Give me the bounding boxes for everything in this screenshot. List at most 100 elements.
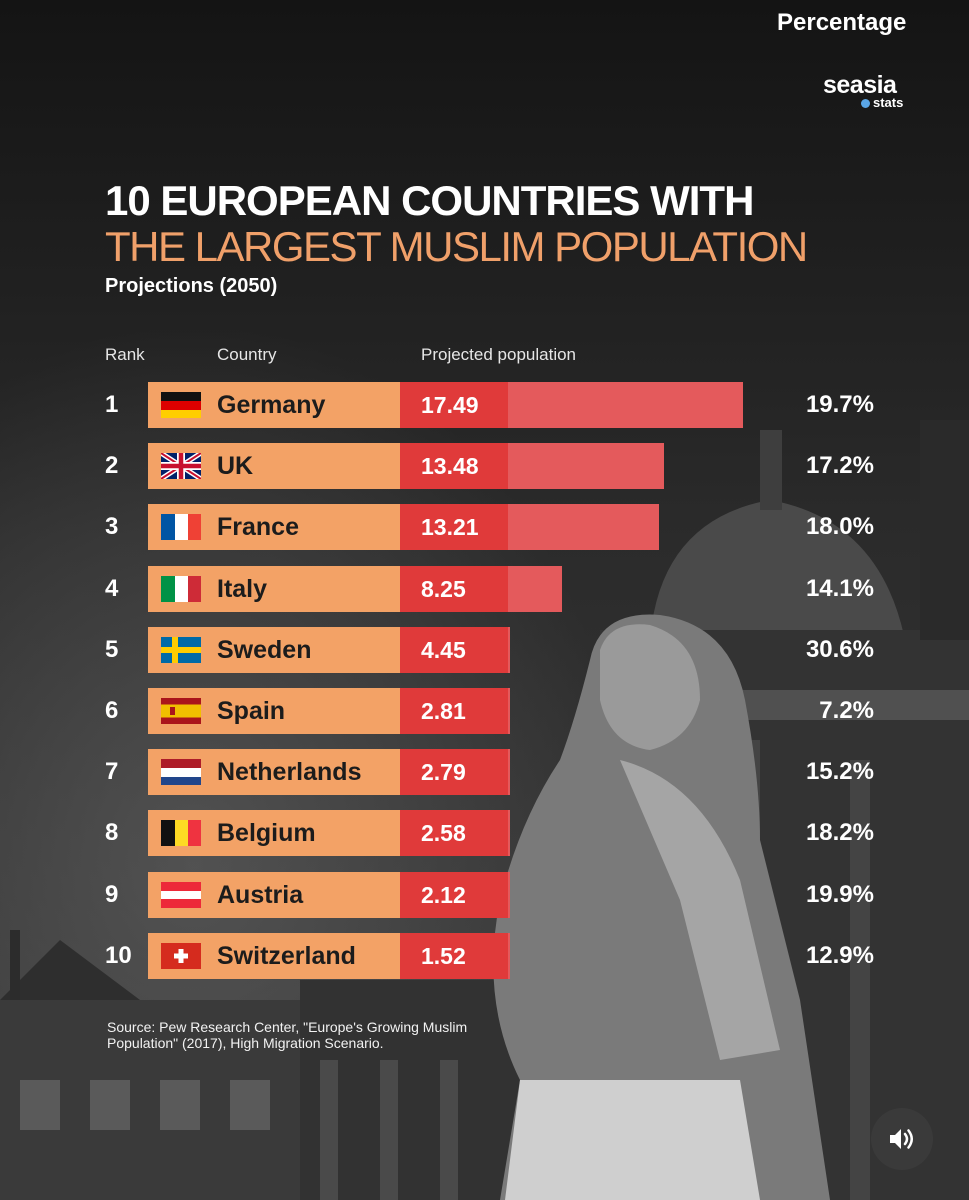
population-value: 1.52 — [421, 942, 466, 969]
chart-row: 7 Netherlands 2.79 15.2% — [0, 749, 969, 796]
country-cell: Belgium — [148, 810, 400, 857]
rank-label: 5 — [105, 635, 119, 663]
chart-row: 10 Switzerland 1.52 12.9% — [0, 932, 969, 979]
chart-row: 6 Spain 2.81 7.2% — [0, 688, 969, 734]
header-rank: Rank — [105, 345, 145, 364]
netherlands-flag-icon — [161, 759, 201, 786]
country-label: Germany — [217, 391, 326, 419]
population-bar: 13.48 — [400, 443, 665, 490]
header-percentage: Percentage — [777, 9, 907, 36]
population-bar: 2.12 — [400, 871, 510, 918]
bar-value-segment — [400, 749, 508, 796]
rank-label: 9 — [105, 880, 119, 908]
brand-name: seasia — [823, 71, 897, 99]
bar-value-segment — [400, 382, 508, 428]
sweden-flag-icon — [161, 636, 201, 663]
rank-label: 1 — [105, 391, 119, 418]
country-cell: Switzerland — [148, 932, 400, 979]
population-bar: 2.58 — [400, 810, 510, 857]
country-label: Belgium — [217, 819, 316, 848]
chart-row: 2 UK 13.48 17.2% — [0, 443, 969, 490]
globe-icon — [861, 99, 870, 108]
belgium-flag-icon — [161, 820, 201, 847]
rank-label: 7 — [105, 758, 119, 786]
percentage-value: 7.2% — [819, 697, 874, 724]
bar-value-segment — [400, 871, 508, 918]
rank-label: 2 — [105, 452, 119, 480]
brand-sub-text: stats — [873, 95, 904, 110]
bar-value-segment — [400, 688, 508, 734]
percentage-value: 30.6% — [805, 635, 874, 663]
country-label: Switzerland — [217, 941, 356, 970]
percentage-value: 19.9% — [805, 880, 874, 908]
percentage-value: 12.9% — [805, 941, 874, 969]
subtitle: Projections (2050) — [105, 275, 278, 297]
rank-label: 3 — [105, 513, 119, 541]
rank-label: 4 — [105, 574, 119, 602]
header-country: Country — [217, 345, 277, 364]
chart-row: 1 Germany 17.49 19.7% — [0, 382, 969, 428]
percentage-value: 18.2% — [805, 819, 874, 847]
population-bar: 2.79 — [400, 749, 510, 796]
percentage-value: 18.0% — [805, 513, 874, 541]
bar-value-segment — [400, 565, 508, 612]
rank-label: 8 — [105, 819, 119, 847]
audio-button[interactable] — [871, 1108, 933, 1170]
population-value: 2.58 — [421, 820, 466, 847]
bar-value-segment — [400, 504, 508, 551]
population-value: 2.12 — [421, 881, 466, 908]
country-label: Austria — [217, 880, 304, 909]
chart-row: 3 France 13.21 18.0% — [0, 504, 969, 551]
chart-row: 4 Italy 8.25 14.1% — [0, 565, 969, 612]
title-line-1: 10 EUROPEAN COUNTRIES WITH — [105, 177, 754, 224]
uk-flag-icon — [161, 453, 201, 480]
france-flag-icon — [161, 514, 201, 541]
austria-flag-icon — [161, 881, 201, 908]
population-value: 4.45 — [421, 636, 466, 663]
rank-label: 10 — [105, 941, 132, 969]
population-bar: 4.45 — [400, 626, 510, 673]
country-cell: Austria — [148, 871, 400, 918]
spain-flag-icon — [161, 698, 201, 724]
chart-row: 9 Austria 2.12 19.9% — [0, 871, 969, 918]
country-cell: Italy — [148, 565, 400, 612]
population-value: 2.79 — [421, 759, 466, 786]
bar-value-segment — [400, 932, 508, 979]
percentage-value: 19.7% — [805, 391, 874, 418]
country-label: Netherlands — [217, 758, 362, 787]
population-value: 17.49 — [421, 392, 479, 418]
percentage-value: 14.1% — [805, 574, 874, 602]
population-value: 2.81 — [421, 698, 466, 724]
population-bar: 17.49 — [400, 382, 743, 428]
italy-flag-icon — [161, 575, 201, 602]
bar-value-segment — [400, 443, 508, 490]
population-bar: 2.81 — [400, 688, 510, 734]
population-value: 13.48 — [421, 453, 479, 480]
country-label: France — [217, 513, 299, 542]
country-cell: France — [148, 504, 400, 551]
country-label: Sweden — [217, 635, 312, 664]
brand-sub: stats — [861, 96, 903, 110]
country-label: Spain — [217, 697, 286, 725]
country-cell: UK — [148, 443, 400, 490]
percentage-value: 15.2% — [805, 758, 874, 786]
population-value: 13.21 — [421, 514, 479, 541]
population-value: 8.25 — [421, 575, 466, 602]
population-bar: 13.21 — [400, 504, 660, 551]
brand-logo: seasia stats — [823, 71, 913, 110]
switzerland-flag-icon — [161, 942, 201, 969]
chart-row: 5 Sweden 4.45 30.6% — [0, 626, 969, 673]
header-population: Projected population — [421, 345, 577, 364]
country-label: UK — [217, 452, 254, 481]
population-bar: 8.25 — [400, 565, 562, 612]
bar-value-segment — [400, 626, 508, 673]
percentage-value: 17.2% — [805, 452, 874, 480]
country-cell: Sweden — [148, 626, 400, 673]
germany-flag-icon — [161, 392, 201, 418]
speaker-icon — [890, 1129, 913, 1149]
country-cell: Spain — [148, 688, 400, 734]
population-bar: 1.52 — [400, 932, 510, 979]
title-line-2: THE LARGEST MUSLIM POPULATION — [105, 223, 808, 270]
source-note: Source: Pew Research Center, "Europe's G… — [107, 1019, 468, 1051]
